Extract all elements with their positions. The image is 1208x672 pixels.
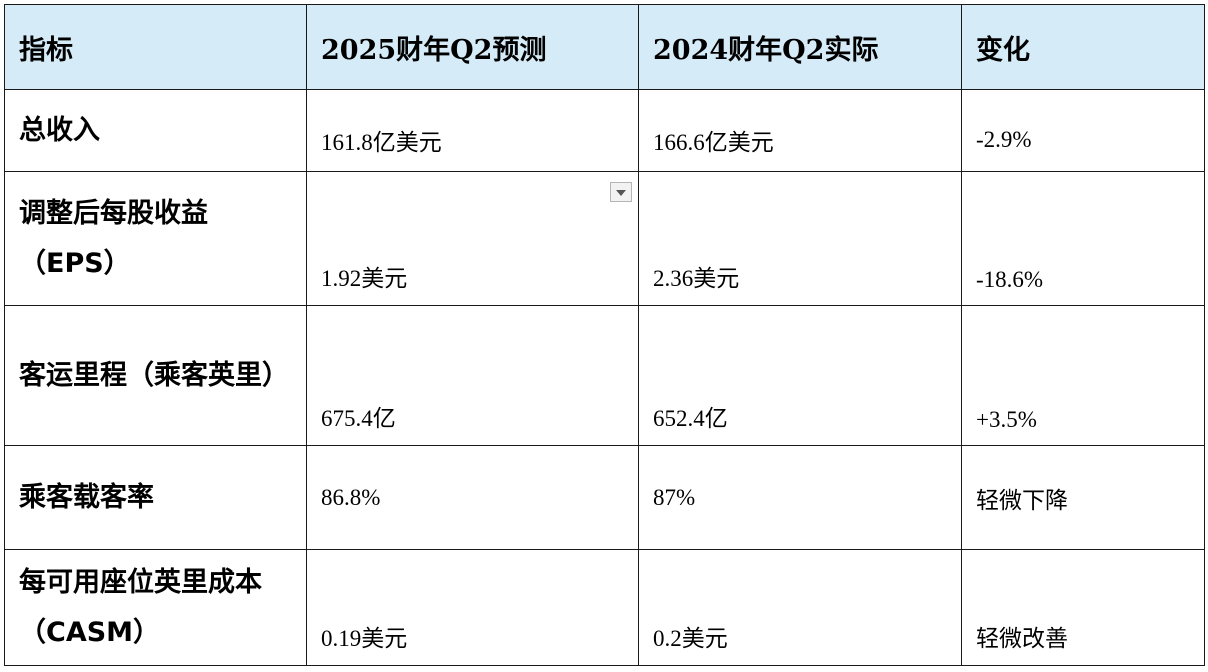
forecast-value: 1.92美元 — [321, 266, 408, 291]
metric-cell: 每可用座位英里成本（CASM） — [4, 549, 307, 666]
header-row: 指标 2025财年Q2预测 2024财年Q2实际 变化 — [4, 4, 1205, 90]
change-cell: -2.9% — [961, 89, 1205, 172]
actual-cell: 0.2美元 — [638, 549, 962, 666]
table-row: 每可用座位英里成本（CASM） 0.19美元 0.2美元 轻微改善 — [4, 549, 1205, 666]
actual-cell: 87% — [638, 445, 962, 550]
metric-cell: 总收入 — [4, 89, 307, 172]
forecast-cell: 675.4亿 — [306, 305, 639, 446]
actual-cell: 2.36美元 — [638, 171, 962, 306]
metric-cell: 乘客载客率 — [4, 445, 307, 550]
table-row: 乘客载客率 86.8% 87% 轻微下降 — [4, 445, 1205, 550]
actual-cell: 166.6亿美元 — [638, 89, 962, 172]
table-row: 总收入 161.8亿美元 166.6亿美元 -2.9% — [4, 89, 1205, 172]
header-change: 变化 — [961, 4, 1205, 90]
data-table: 指标 2025财年Q2预测 2024财年Q2实际 变化 总收入 161.8亿美元… — [4, 4, 1205, 666]
change-cell: 轻微下降 — [961, 445, 1205, 550]
metric-cell: 调整后每股收益（EPS） — [4, 171, 307, 306]
change-cell: 轻微改善 — [961, 549, 1205, 666]
table-row: 调整后每股收益（EPS） 1.92美元 2.36美元 -18.6% — [4, 171, 1205, 306]
forecast-cell: 0.19美元 — [306, 549, 639, 666]
forecast-cell: 86.8% — [306, 445, 639, 550]
metric-cell: 客运里程（乘客英里） — [4, 305, 307, 446]
change-cell: -18.6% — [961, 171, 1205, 306]
forecast-cell: 1.92美元 — [306, 171, 639, 306]
actual-cell: 652.4亿 — [638, 305, 962, 446]
dropdown-arrow-icon[interactable] — [610, 182, 632, 202]
change-cell: +3.5% — [961, 305, 1205, 446]
header-metric: 指标 — [4, 4, 307, 90]
header-actual: 2024财年Q2实际 — [638, 4, 962, 90]
forecast-cell: 161.8亿美元 — [306, 89, 639, 172]
table-row: 客运里程（乘客英里） 675.4亿 652.4亿 +3.5% — [4, 305, 1205, 446]
header-forecast: 2025财年Q2预测 — [306, 4, 639, 90]
